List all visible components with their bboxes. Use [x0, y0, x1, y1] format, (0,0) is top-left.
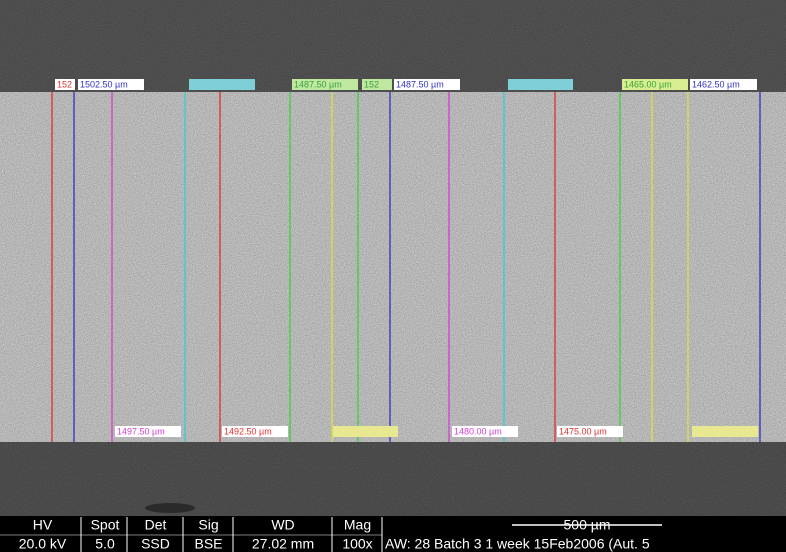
measure-label: 1462.50 µm — [692, 79, 740, 89]
label-box — [394, 79, 460, 90]
label-box — [692, 426, 758, 437]
info-value: 27.02 mm — [252, 536, 314, 552]
measure-label: 152 — [57, 79, 72, 89]
info-header: Mag — [344, 517, 371, 533]
info-header: Det — [145, 517, 167, 533]
label-box — [115, 426, 181, 437]
info-value: SSD — [141, 536, 170, 552]
measure-label: 1487.50 µm — [294, 79, 342, 89]
measure-label: 1492.50 µm — [224, 426, 272, 436]
info-bar — [0, 516, 786, 552]
info-header: WD — [271, 517, 294, 533]
noise — [0, 0, 786, 92]
info-value: 5.0 — [95, 536, 115, 552]
label-box — [55, 79, 75, 90]
measure-label: 1487.50 µm — [396, 79, 444, 89]
info-value: 100x — [342, 536, 372, 552]
label-box — [189, 79, 255, 90]
info-value: BSE — [194, 536, 222, 552]
description: AW: 28 Batch 3 1 week 15Feb2006 (Aut. 5 — [385, 536, 650, 552]
noise — [0, 92, 786, 442]
measure-label: 152 — [364, 79, 379, 89]
measure-label: 1465.00 µm — [624, 79, 672, 89]
info-header: Spot — [91, 517, 120, 533]
label-box — [690, 79, 757, 90]
label-box — [362, 79, 392, 90]
info-header: HV — [33, 517, 53, 533]
measure-label: 1497.50 µm — [117, 426, 165, 436]
measure-label: 1475.00 µm — [559, 426, 607, 436]
label-box — [222, 426, 288, 437]
measure-label: 1502.50 µm — [80, 79, 128, 89]
label-box — [508, 79, 573, 90]
label-box — [292, 79, 358, 90]
label-box — [452, 426, 518, 437]
info-value: 20.0 kV — [19, 536, 67, 552]
debris — [145, 503, 195, 513]
label-box — [557, 426, 623, 437]
label-box — [333, 426, 398, 437]
measure-label: 1480.00 µm — [454, 426, 502, 436]
label-box — [78, 79, 144, 90]
label-box — [622, 79, 688, 90]
noise — [0, 442, 786, 516]
info-header: Sig — [198, 517, 218, 533]
